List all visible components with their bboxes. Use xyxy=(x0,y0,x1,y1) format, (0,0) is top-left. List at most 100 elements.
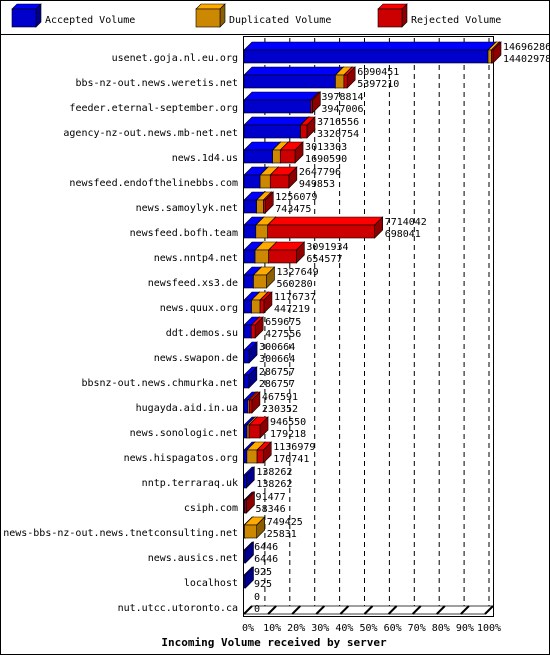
bar-accepted-5-front xyxy=(243,149,273,164)
bar-rejected-17 xyxy=(256,441,272,464)
legend-swatch-1 xyxy=(11,3,42,28)
total-label-21: 6446 xyxy=(254,542,278,553)
total-label-14: 286757 xyxy=(259,367,295,378)
accepted-label-10: 560280 xyxy=(276,279,312,290)
bar-rejected-16 xyxy=(248,416,269,439)
accepted-label-9: 654577 xyxy=(306,254,342,265)
accepted-label-18: 138262 xyxy=(256,479,292,490)
category-label-9: news.nntp4.net xyxy=(154,253,238,264)
bar-accepted-3-front xyxy=(243,99,312,114)
bar-accepted-12-front xyxy=(243,324,252,339)
bar-rejected-5-front xyxy=(279,149,296,164)
category-label-10: newsfeed.xs3.de xyxy=(148,278,238,289)
bar-duplicated-10 xyxy=(252,266,276,289)
bar-duplicated-20 xyxy=(243,516,266,539)
bar-group-23: 00 xyxy=(254,592,260,615)
x-tick-60: 60% xyxy=(384,623,402,634)
total-label-6: 2647796 xyxy=(299,167,341,178)
category-label-14: bbsnz-out.news.chmurka.net xyxy=(81,378,238,389)
bar-accepted-1-front xyxy=(243,49,489,64)
category-label-7: news.samoylyk.net xyxy=(136,203,238,214)
accepted-label-17: 170741 xyxy=(273,454,309,465)
category-label-3: feeder.eternal-september.org xyxy=(69,103,238,114)
bar-duplicated-17-front xyxy=(246,449,258,464)
bar-duplicated-9-front xyxy=(254,249,269,264)
bar-accepted-1-top xyxy=(243,41,497,51)
total-label-1: 14696286 xyxy=(503,42,550,53)
x-tick-80: 80% xyxy=(432,623,450,634)
category-label-15: hugayda.aid.in.ua xyxy=(136,403,238,414)
floor-tick-40 xyxy=(339,605,350,615)
bar-accepted-3-top xyxy=(243,91,320,101)
category-label-1: usenet.goja.nl.eu.org xyxy=(112,53,238,64)
category-labels: usenet.goja.nl.eu.org bbs-nz-out.news.wer… xyxy=(3,53,238,614)
total-label-5: 3013303 xyxy=(305,142,347,153)
accepted-label-7: 743475 xyxy=(275,204,311,215)
category-label-23: nut.utcc.utoronto.ca xyxy=(118,603,238,614)
category-label-5: news.1d4.us xyxy=(172,153,238,164)
bar-rejected-7 xyxy=(262,191,275,214)
bar-accepted-3 xyxy=(243,91,320,114)
total-label-16: 946550 xyxy=(270,417,306,428)
accepted-label-1: 14402978 xyxy=(503,54,550,65)
category-label-19: csiph.com xyxy=(184,503,238,514)
bar-accepted-18 xyxy=(243,466,256,489)
x-tick-20: 20% xyxy=(287,623,305,634)
bar-accepted-13 xyxy=(243,341,258,364)
bar-accepted-4 xyxy=(243,116,309,139)
total-label-7: 1256079 xyxy=(275,192,317,203)
legend-label-1: Accepted Volume xyxy=(45,15,135,26)
bar-accepted-9-front xyxy=(243,249,256,264)
accepted-label-19: 58346 xyxy=(256,504,286,515)
total-label-10: 1327649 xyxy=(276,267,318,278)
accepted-label-15: 230352 xyxy=(262,404,298,415)
accepted-label-20: 25831 xyxy=(267,529,297,540)
bar-accepted-13-front xyxy=(243,349,250,364)
x-tick-90: 90% xyxy=(456,623,474,634)
bar-rejected-2-front xyxy=(343,74,348,89)
bar-rejected-3-front xyxy=(310,99,313,114)
floor-tick-60 xyxy=(387,605,398,615)
bar-accepted-21 xyxy=(243,541,255,564)
bar-duplicated-2-front xyxy=(335,74,345,89)
category-label-2: bbs-nz-out.news.weretis.net xyxy=(75,78,238,89)
x-tick-30: 30% xyxy=(311,623,329,634)
category-label-21: news.ausics.net xyxy=(148,553,238,564)
bar-rejected-5 xyxy=(279,141,304,164)
bar-accepted-22-front xyxy=(243,574,246,589)
bar-rejected-1-front xyxy=(491,49,494,64)
total-label-22: 925 xyxy=(254,567,272,578)
category-label-13: news.swapon.de xyxy=(154,353,238,364)
total-label-12: 659675 xyxy=(265,317,301,328)
bar-rejected-8-top xyxy=(266,216,384,226)
bar-rejected-15 xyxy=(248,391,261,414)
category-label-6: newsfeed.endofthelinebbs.com xyxy=(69,178,238,189)
floor-tick-90 xyxy=(460,605,470,615)
bar-rejected-17-front xyxy=(256,449,264,464)
total-label-9: 3091934 xyxy=(306,242,348,253)
bar-duplicated-5-front xyxy=(272,149,281,164)
accepted-label-11: 447219 xyxy=(274,304,310,315)
legend-swatch-2 xyxy=(195,3,226,28)
x-tick-70: 70% xyxy=(408,623,426,634)
bar-rejected-8 xyxy=(266,216,384,239)
bar-accepted-18-front xyxy=(243,474,247,489)
total-label-13: 300664 xyxy=(259,342,295,353)
bar-accepted-10-front xyxy=(243,274,254,289)
accepted-label-13: 300664 xyxy=(259,354,295,365)
bar-duplicated-6-front xyxy=(259,174,271,189)
bar-rejected-1 xyxy=(490,41,502,64)
